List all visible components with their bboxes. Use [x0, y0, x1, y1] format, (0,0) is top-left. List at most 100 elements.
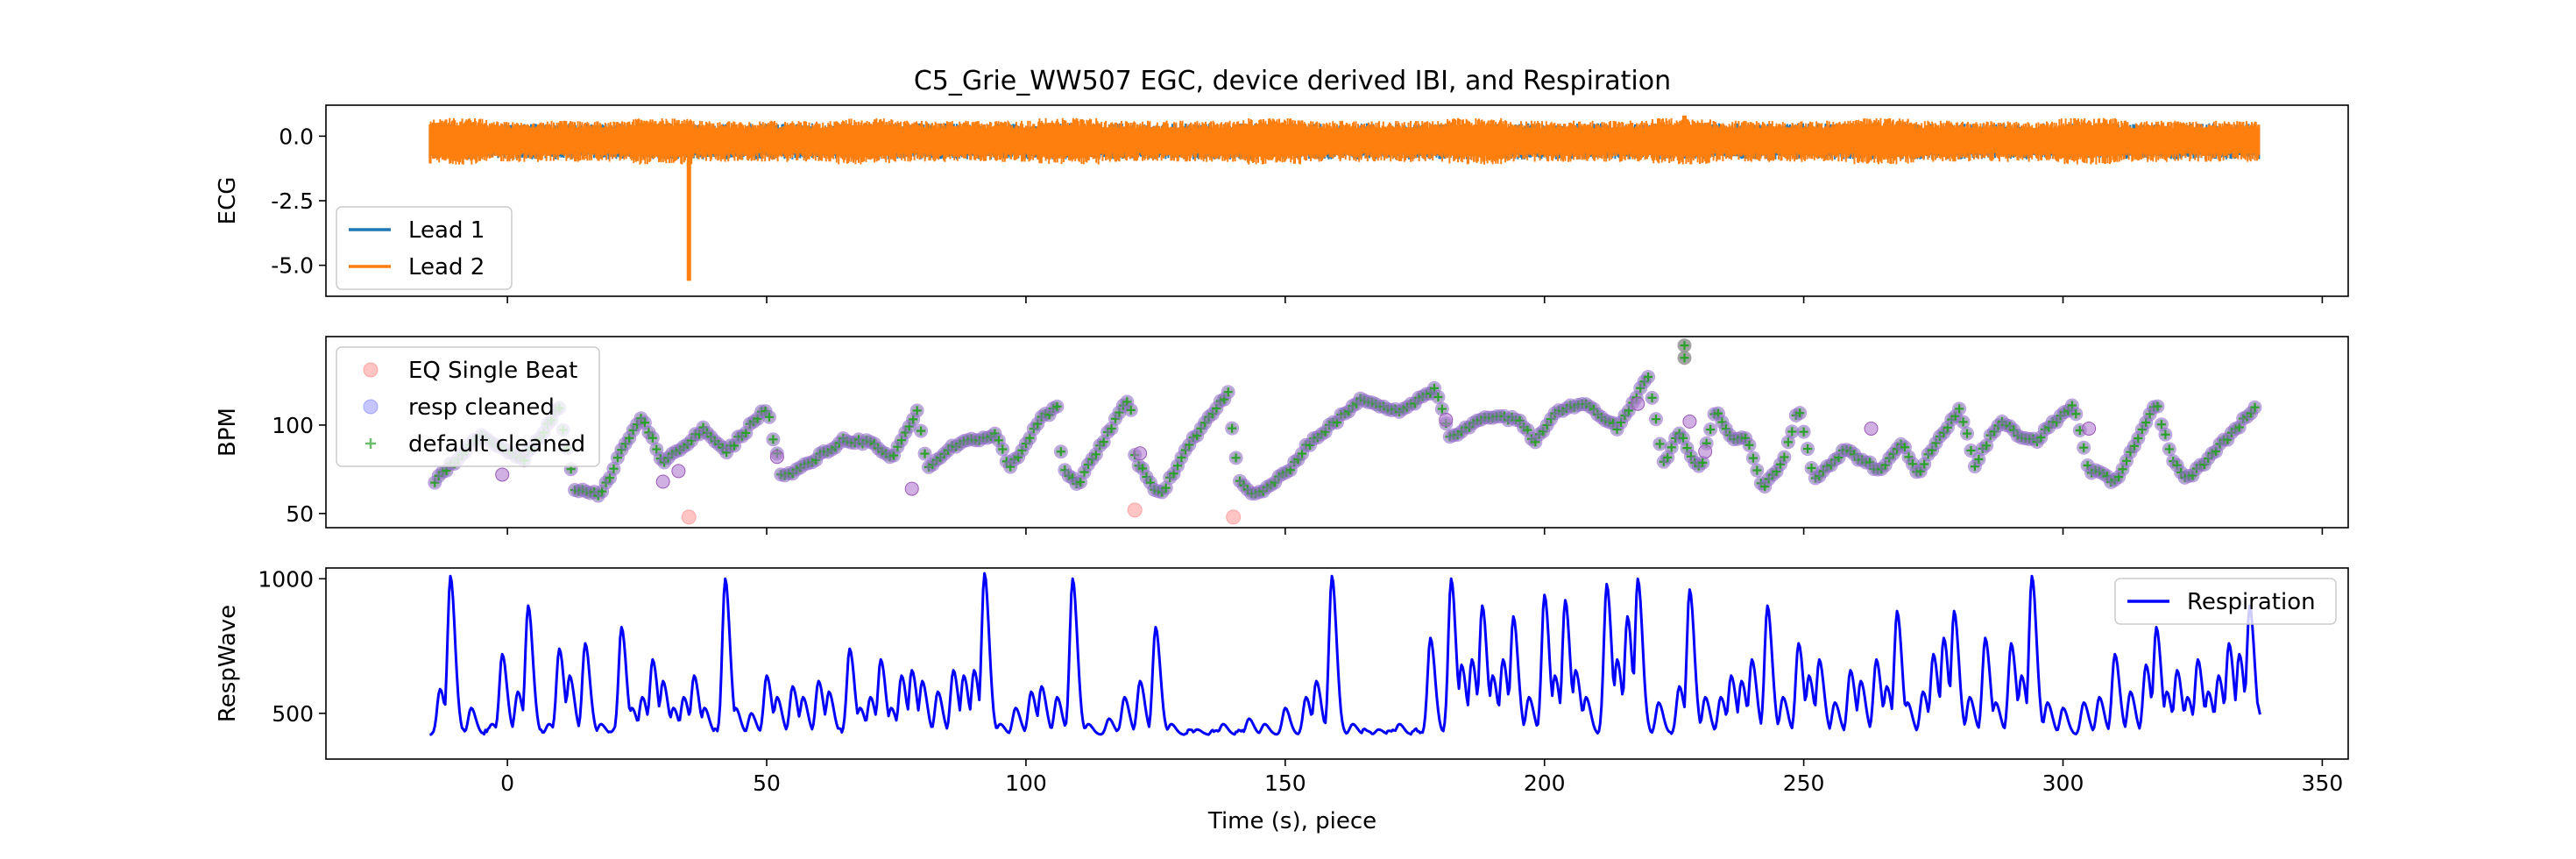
- legend-box: [336, 206, 513, 290]
- point-default-cleaned: [912, 406, 922, 415]
- point-default-cleaned: [854, 435, 864, 444]
- point-default-cleaned: [1033, 419, 1043, 429]
- point-default-cleaned: [1966, 445, 1976, 455]
- point-default-cleaned: [1215, 396, 1225, 406]
- point-default-cleaned: [1958, 417, 1968, 427]
- point-default-cleaned: [1834, 452, 1844, 462]
- point-resp-cleaned: [1864, 421, 1879, 436]
- point-default-cleaned: [1920, 459, 1929, 469]
- point-default-cleaned: [1228, 423, 1237, 433]
- point-default-cleaned: [590, 487, 599, 497]
- point-default-cleaned: [831, 443, 840, 452]
- point-default-cleaned: [2079, 443, 2089, 452]
- point-default-cleaned: [2145, 409, 2155, 419]
- panels: 0.0 -2.5 -5.0 ECG Lead 1 Lead 2 100 50 BPM EQ Sin…: [215, 104, 2349, 796]
- point-default-cleaned: [1787, 427, 1797, 437]
- point-default-cleaned: [1079, 467, 1089, 477]
- point-default-cleaned: [1698, 458, 1708, 467]
- point-default-cleaned: [2126, 447, 2135, 457]
- point-eq-single-beat: [681, 509, 697, 525]
- point-default-cleaned: [1760, 482, 1770, 492]
- point-default-cleaned: [994, 436, 1003, 445]
- point-default-cleaned: [768, 435, 778, 444]
- point-default-cleaned: [633, 420, 642, 430]
- point-default-cleaned: [1072, 479, 1081, 489]
- legend-label: Lead 2: [408, 254, 485, 280]
- point-default-cleaned: [1655, 439, 1665, 449]
- point-default-cleaned: [1437, 404, 1447, 414]
- point-default-cleaned: [1748, 453, 1758, 463]
- point-default-cleaned: [920, 449, 930, 458]
- point-default-cleaned: [928, 460, 938, 470]
- point-default-cleaned: [916, 426, 926, 436]
- point-default-cleaned: [1429, 383, 1439, 393]
- point-default-cleaned: [761, 407, 770, 416]
- point-default-cleaned: [1052, 401, 1062, 411]
- point-default-cleaned: [1725, 430, 1735, 440]
- point-resp-cleaned: [1631, 396, 1645, 411]
- point-default-cleaned: [1212, 403, 1221, 413]
- point-default-cleaned: [648, 433, 657, 443]
- legend-label: Lead 1: [408, 217, 485, 244]
- point-default-cleaned: [640, 418, 649, 428]
- legend-swatch: [363, 399, 379, 415]
- point-default-cleaned: [1877, 465, 1886, 474]
- point-default-cleaned: [869, 439, 879, 449]
- point-default-cleaned: [605, 473, 615, 483]
- point-default-cleaned: [1617, 417, 1626, 427]
- point-default-cleaned: [1818, 466, 1828, 476]
- point-default-cleaned: [1803, 444, 1813, 454]
- point-default-cleaned: [1639, 377, 1649, 387]
- point-default-cleaned: [1990, 427, 1999, 437]
- point-default-cleaned: [1644, 372, 1653, 381]
- point-default-cleaned: [1799, 427, 1808, 437]
- point-eq-single-beat: [1127, 502, 1143, 518]
- x-tick-label: 50: [753, 770, 781, 796]
- point-default-cleaned: [2161, 430, 2170, 439]
- point-default-cleaned: [1220, 394, 1229, 404]
- point-default-cleaned: [1165, 472, 1175, 482]
- x-tick-label: 350: [2302, 770, 2344, 796]
- point-default-cleaned: [1915, 466, 1925, 476]
- axes-frame: [325, 567, 2349, 760]
- point-default-cleaned: [861, 436, 871, 445]
- point-default-cleaned: [1674, 429, 1684, 438]
- point-default-cleaned: [2164, 444, 2174, 454]
- point-default-cleaned: [660, 458, 669, 467]
- point-default-cleaned: [1115, 408, 1124, 417]
- point-default-cleaned: [1904, 452, 1914, 462]
- panel-ibi: 100 50 BPM EQ Single Beat resp cleaned defaul…: [215, 336, 2349, 535]
- point-default-cleaned: [1161, 483, 1171, 493]
- point-resp-cleaned: [1439, 412, 1454, 427]
- point-default-cleaned: [1659, 457, 1668, 466]
- point-default-cleaned: [1679, 433, 1688, 443]
- point-default-cleaned: [741, 428, 751, 437]
- point-default-cleaned: [764, 412, 774, 422]
- point-default-cleaned: [702, 428, 711, 437]
- point-default-cleaned: [1651, 415, 1660, 424]
- point-default-cleaned: [2005, 422, 2014, 431]
- plot-area: [428, 338, 2262, 525]
- point-default-cleaned: [2153, 401, 2162, 411]
- legend-box: [336, 346, 600, 467]
- point-default-cleaned: [1200, 418, 1210, 428]
- point-default-cleaned: [2134, 434, 2143, 444]
- point-default-cleaned: [1235, 476, 1245, 486]
- point-default-cleaned: [1923, 450, 1933, 459]
- y-tick-label: 1000: [258, 566, 314, 592]
- point-default-cleaned: [1893, 444, 1902, 454]
- point-resp-cleaned: [2082, 421, 2097, 436]
- point-resp-cleaned: [1698, 444, 1713, 459]
- legend: Lead 1 Lead 2: [336, 206, 513, 290]
- point-default-cleaned: [1056, 447, 1065, 457]
- plot-area: [429, 571, 2261, 736]
- point-default-cleaned: [1744, 440, 1754, 450]
- x-tick-label: 200: [1524, 770, 1566, 796]
- point-default-cleaned: [1223, 387, 1233, 397]
- legend: EQ Single Beat resp cleaned default cleane…: [336, 346, 600, 467]
- point-default-cleaned: [1772, 466, 1781, 476]
- y-axis-label: BPM: [215, 408, 241, 457]
- point-default-cleaned: [904, 422, 914, 431]
- point-default-cleaned: [1433, 393, 1443, 402]
